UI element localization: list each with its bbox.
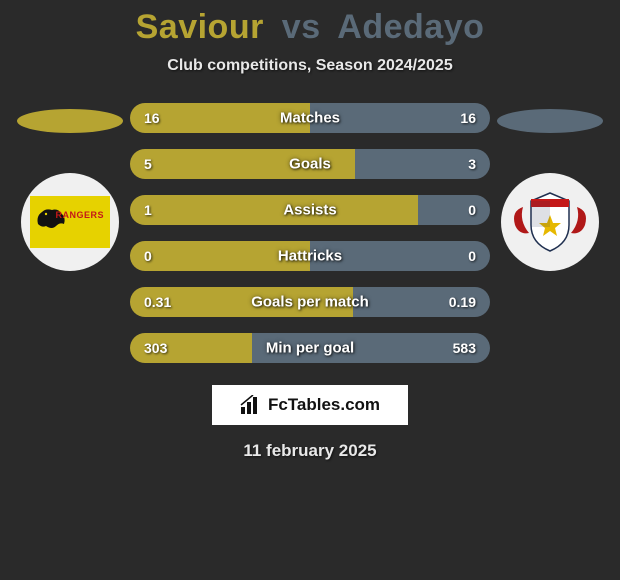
right-side — [490, 103, 610, 271]
stat-bar-row: 1 0 Assists — [130, 195, 490, 225]
stat-bar-left — [130, 195, 418, 225]
left-side: RANGERS — [10, 103, 130, 271]
subtitle: Club competitions, Season 2024/2025 — [167, 57, 452, 75]
vs-label: vs — [282, 8, 321, 46]
stat-bar-row: 5 3 Goals — [130, 149, 490, 179]
stat-bar-row: 0.31 0.19 Goals per match — [130, 287, 490, 317]
stat-label: Matches — [280, 110, 340, 127]
stat-right-value: 16 — [460, 110, 476, 126]
date-label: 11 february 2025 — [243, 441, 376, 461]
stat-bars: 16 16 Matches 5 3 Goals 1 0 Assists 0 0 Hattricks 0.… — [130, 103, 490, 363]
comparison-panel: RANGERS 16 16 Matches 5 3 Goals 1 0 Assists 0 0 Hat… — [0, 103, 620, 363]
stat-left-value: 5 — [144, 156, 152, 172]
rangers-label: RANGERS — [55, 210, 104, 220]
stat-bar-row: 0 0 Hattricks — [130, 241, 490, 271]
stat-right-value: 3 — [468, 156, 476, 172]
stat-left-value: 303 — [144, 340, 167, 356]
stat-left-value: 0 — [144, 248, 152, 264]
stat-left-value: 16 — [144, 110, 160, 126]
stat-label: Min per goal — [266, 340, 354, 357]
player2-name: Adedayo — [337, 8, 484, 46]
stat-right-value: 583 — [453, 340, 476, 356]
stat-bar-right — [418, 195, 490, 225]
stat-right-value: 0 — [468, 202, 476, 218]
stat-bar-row: 16 16 Matches — [130, 103, 490, 133]
player2-silhouette — [497, 109, 603, 133]
player1-name: Saviour — [136, 8, 264, 46]
chart-icon — [240, 395, 262, 415]
fctables-text: FcTables.com — [268, 395, 380, 415]
stat-right-value: 0.19 — [449, 294, 476, 310]
stat-label: Goals per match — [251, 294, 369, 311]
player1-silhouette — [17, 109, 123, 133]
stat-label: Hattricks — [278, 248, 342, 265]
stat-bar-row: 303 583 Min per goal — [130, 333, 490, 363]
remo-stars-crest-icon — [509, 181, 591, 263]
stat-label: Goals — [289, 156, 331, 173]
stat-left-value: 1 — [144, 202, 152, 218]
player2-club-badge — [501, 173, 599, 271]
page-title: Saviour vs Adedayo — [136, 8, 485, 47]
fctables-logo: FcTables.com — [212, 385, 408, 425]
player1-club-badge: RANGERS — [21, 173, 119, 271]
stat-right-value: 0 — [468, 248, 476, 264]
stat-left-value: 0.31 — [144, 294, 171, 310]
stat-label: Assists — [283, 202, 336, 219]
